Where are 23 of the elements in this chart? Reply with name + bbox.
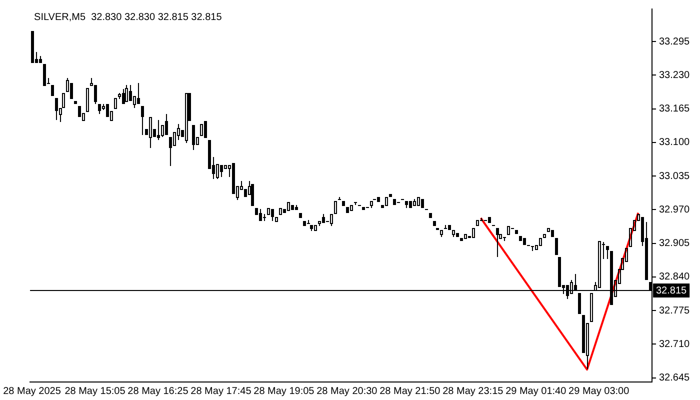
x-tick-label: 28 May 23:15 (442, 386, 504, 397)
chart-title: SILVER,M5 32.830 32.830 32.815 32.815 (34, 12, 222, 23)
y-tick-label: 33.295 (659, 36, 690, 48)
x-tick-label: 28 May 17:45 (190, 386, 252, 397)
x-tick-label: 28 May 16:25 (128, 386, 189, 397)
y-tick-label: 32.645 (659, 372, 690, 384)
y-tick-label: 32.775 (659, 305, 690, 316)
x-tick-label: 28 May 15:05 (64, 386, 126, 397)
y-tick-label: 33.035 (659, 170, 690, 182)
x-tick-label: 29 May 01:40 (506, 386, 567, 397)
y-tick-label: 33.165 (659, 104, 690, 115)
y-tick-label: 32.970 (659, 204, 690, 216)
x-tick-label: 29 May 03:00 (568, 386, 630, 397)
x-tick-label: 28 May 2025 (3, 386, 62, 397)
x-tick-label: 28 May 21:50 (380, 386, 441, 397)
ref-line-label: 32.815 (656, 285, 688, 296)
y-tick-label: 32.905 (659, 238, 690, 250)
x-tick-label: 28 May 20:30 (316, 386, 378, 397)
y-tick-label: 33.230 (659, 70, 690, 81)
x-tick-label: 28 May 19:05 (254, 386, 315, 397)
y-tick-label: 33.100 (659, 137, 690, 148)
y-tick-label: 32.840 (659, 272, 690, 283)
y-tick-label: 32.710 (659, 338, 690, 350)
